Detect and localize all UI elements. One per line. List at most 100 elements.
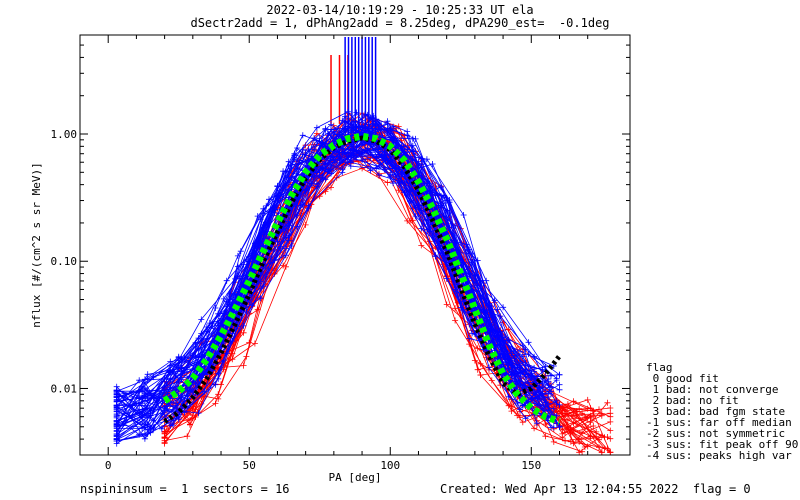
red-series-trace-marker	[587, 433, 594, 440]
blue-series-trace-marker	[299, 132, 306, 139]
blue-series-trace-marker	[421, 158, 428, 164]
y-tick-label: 0.01	[51, 382, 78, 395]
blue-series-trace-marker	[550, 405, 557, 412]
y-tick-label: 1.00	[51, 128, 78, 141]
blue-series-trace-marker	[333, 148, 340, 155]
red-series-trace-marker	[328, 184, 334, 191]
red-series-trace-marker	[359, 165, 366, 172]
blue-series-trace-marker	[113, 422, 120, 429]
red-series-trace-marker	[564, 410, 571, 417]
blue-series-trace-marker	[113, 387, 120, 394]
red-series-trace-marker	[598, 449, 605, 456]
green-fit-curve	[162, 132, 561, 425]
red-series-trace-marker	[409, 217, 416, 224]
blue-series-trace-marker	[209, 320, 216, 327]
blue-series-trace	[116, 148, 557, 417]
blue-series-trace-marker	[328, 121, 334, 128]
blue-series-trace-marker	[263, 202, 270, 209]
blue-series-trace-marker	[556, 371, 563, 378]
blue-series-trace-marker	[313, 169, 320, 176]
blue-series-trace-marker	[285, 222, 292, 229]
blue-series-trace-marker	[483, 319, 490, 326]
blue-series-trace-marker	[198, 316, 205, 323]
blue-series-trace-marker	[418, 164, 425, 171]
red-series-trace-marker	[240, 362, 247, 369]
red-series-trace-marker	[550, 438, 557, 445]
red-series-trace-marker	[443, 301, 450, 308]
blue-series-trace-marker	[325, 130, 332, 137]
plot-frame	[79, 34, 631, 456]
blue-series-trace-marker	[322, 176, 329, 183]
red-series-trace-marker	[607, 427, 614, 434]
blue-series-trace-marker	[113, 408, 120, 415]
blue-series-trace-marker	[364, 145, 371, 152]
blue-series-trace-marker	[139, 395, 146, 402]
red-series-trace-marker	[562, 429, 569, 436]
blue-series-trace-marker	[494, 306, 501, 313]
blue-series-trace-marker	[412, 213, 419, 220]
blue-series-trace-marker	[460, 212, 467, 218]
blue-series-trace-marker	[277, 245, 284, 251]
blue-series-trace-marker	[486, 364, 492, 371]
blue-series-trace-marker	[203, 324, 210, 330]
blue-series-trace-marker	[282, 168, 289, 175]
red-series-trace-marker	[604, 399, 611, 406]
blue-series-trace-marker	[491, 297, 498, 304]
blue-series-trace-marker	[220, 314, 227, 320]
blue-series-trace-marker	[390, 135, 397, 142]
blue-series-trace-marker	[150, 394, 157, 401]
blue-series-trace-marker	[452, 223, 459, 229]
blue-series-trace-marker	[113, 436, 120, 443]
blue-series-trace-marker	[181, 409, 188, 416]
legend-item: -1 sus: far off median	[646, 416, 792, 429]
blue-series-trace-marker	[556, 381, 563, 388]
blue-series-trace-marker	[553, 412, 560, 419]
blue-series-trace-marker	[184, 392, 191, 399]
red-series-trace-marker	[607, 405, 614, 411]
red-series-trace-marker	[384, 179, 391, 186]
y-tick-label: 0.10	[51, 255, 78, 268]
blue-series-trace-marker	[376, 119, 382, 126]
blue-series-trace-marker	[167, 422, 174, 429]
red-series-trace-marker	[212, 400, 219, 407]
flag-legend: flag 0 good fit 1 bad: not converge 2 ba…	[646, 362, 798, 461]
red-series-trace-marker	[184, 433, 191, 440]
blue-series-trace-marker	[514, 362, 521, 369]
chart-subtitle: dSectr2add = 1, dPhAng2add = 8.25deg, dP…	[190, 16, 610, 30]
blue-series-trace-marker	[392, 171, 399, 178]
blue-series-trace-marker	[488, 323, 495, 330]
red-series-trace-marker	[584, 396, 591, 403]
red-series-trace-marker	[587, 419, 594, 426]
blue-series-trace-marker	[474, 257, 481, 264]
blue-series-trace-marker	[384, 160, 391, 167]
red-series-trace-marker	[590, 423, 597, 429]
blue-series-trace-marker	[305, 202, 312, 209]
blue-series-trace-marker	[192, 343, 199, 350]
blue-series-trace-marker	[500, 348, 507, 355]
red-series-trace-marker	[587, 405, 594, 412]
blue-series-trace-marker	[440, 202, 447, 209]
x-tick-label: 150	[521, 459, 541, 472]
blue-series-trace-marker	[139, 413, 146, 420]
blue-series-trace-marker	[471, 258, 478, 264]
blue-series-trace-marker	[384, 121, 391, 128]
blue-series-trace-marker	[376, 171, 382, 178]
blue-series-trace-marker	[525, 339, 532, 346]
red-series-trace-marker	[407, 217, 413, 224]
blue-series-trace-marker	[299, 151, 306, 158]
red-series-trace-marker	[452, 305, 459, 312]
blue-series-trace-marker	[556, 401, 563, 408]
blue-series-trace-marker	[336, 156, 343, 163]
blue-series-trace-marker	[548, 384, 554, 390]
blue-series-trace-marker	[311, 135, 318, 141]
blue-series-trace-marker	[240, 322, 247, 329]
red-series-trace-marker	[161, 440, 168, 447]
red-series-trace-marker	[579, 410, 586, 417]
x-axis-label: PA [deg]	[329, 471, 382, 484]
blue-series-trace-marker	[322, 125, 329, 132]
red-series-trace	[164, 135, 588, 410]
blue-series-trace-marker	[409, 148, 416, 155]
red-series-trace-marker	[564, 417, 571, 424]
blue-series-trace-marker	[466, 335, 473, 342]
blue-series-trace-marker	[271, 209, 278, 216]
